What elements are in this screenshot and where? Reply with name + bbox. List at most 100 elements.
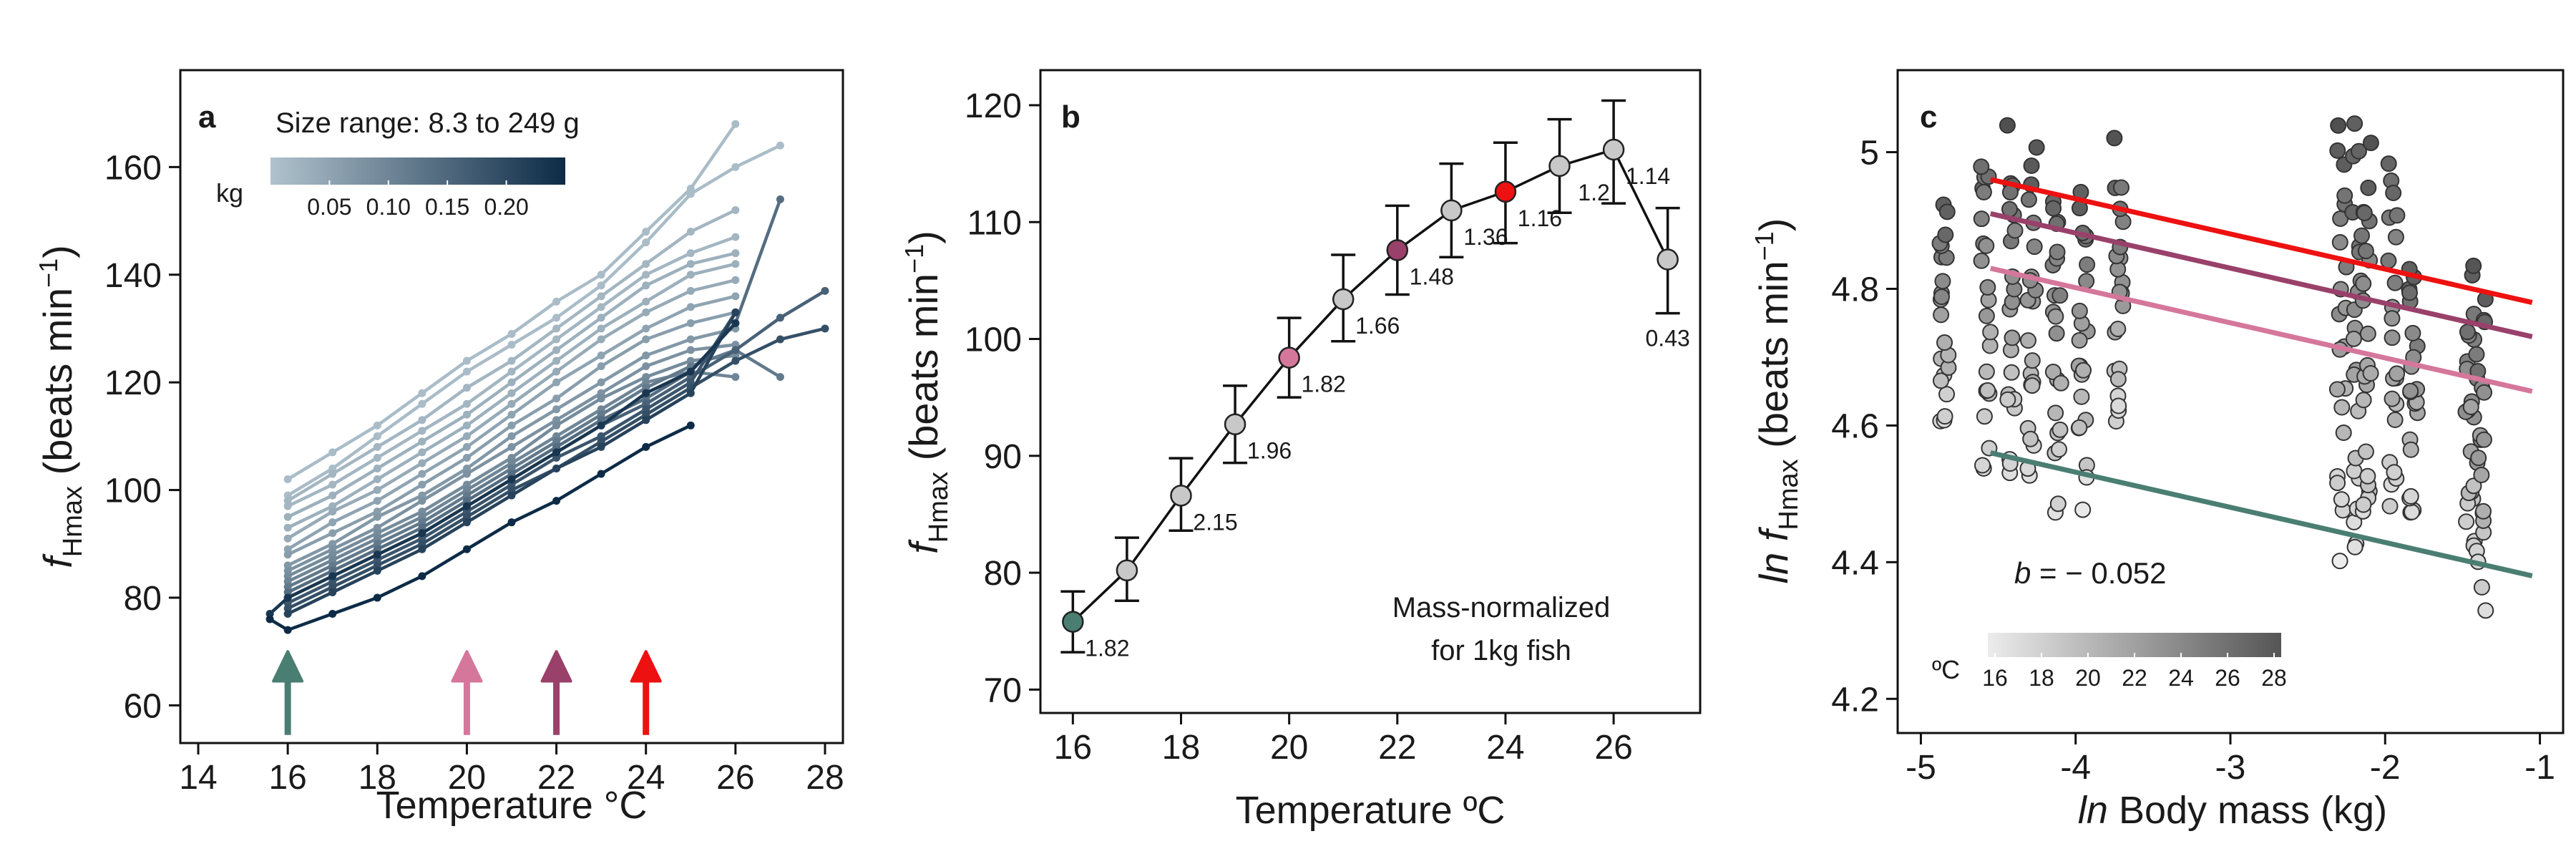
data-point xyxy=(2355,496,2372,513)
series-point xyxy=(597,394,605,403)
data-point xyxy=(1932,372,1949,389)
series-point xyxy=(642,324,650,333)
data-point xyxy=(2051,421,2069,438)
data-point xyxy=(1981,337,1999,354)
data-point xyxy=(2381,498,2399,515)
temperature-arrowhead-0 xyxy=(272,650,304,683)
x-tick-label: 20 xyxy=(1270,729,1308,767)
data-point xyxy=(2465,257,2482,274)
series-point xyxy=(507,378,516,387)
temperature-arrowhead-3 xyxy=(630,650,662,683)
series-point xyxy=(283,626,292,634)
series-point xyxy=(776,314,784,322)
series-point xyxy=(283,550,292,559)
svg-text:ln fHmax (beats min−1): ln fHmax (beats min−1) xyxy=(1750,218,1804,584)
x-tick-label: 16 xyxy=(268,759,306,797)
series-point xyxy=(373,593,381,602)
series-point xyxy=(686,367,695,376)
series-point xyxy=(597,421,605,430)
series-point xyxy=(642,394,650,403)
panel-c-legend-ticks: 16 18 20 22 24 26 28 xyxy=(1982,653,2287,691)
data-point xyxy=(2386,412,2404,429)
series-point xyxy=(328,577,337,586)
panel-c-y-label-sub: Hmax xyxy=(1774,459,1804,530)
series-point xyxy=(686,378,695,387)
series-point xyxy=(507,518,516,527)
series-point xyxy=(328,572,337,581)
series-point xyxy=(418,572,426,581)
regression-line-16 xyxy=(1989,450,2533,578)
series-point xyxy=(597,405,605,414)
point-data-label: 1.14 xyxy=(1626,163,1670,189)
series-point xyxy=(462,464,471,472)
data-point xyxy=(2357,243,2374,260)
y-tick-label: 5 xyxy=(1860,135,1879,173)
data-point xyxy=(2023,157,2040,175)
data-point xyxy=(2474,503,2492,520)
x-tick-label: 28 xyxy=(806,759,844,797)
series-point xyxy=(597,271,605,279)
data-point xyxy=(2006,222,2024,239)
data-point xyxy=(2335,424,2352,442)
data-point xyxy=(1978,237,1995,254)
series-point xyxy=(373,566,381,575)
series-point xyxy=(283,610,292,618)
data-point xyxy=(2074,361,2092,379)
series-point xyxy=(507,367,516,376)
panel-c-x-label-ln: ln xyxy=(2078,789,2108,832)
series-point xyxy=(642,399,650,408)
series-point xyxy=(373,523,381,532)
series-point xyxy=(731,249,740,258)
series-point xyxy=(776,335,784,344)
series-point xyxy=(686,319,695,327)
data-point xyxy=(2468,346,2485,363)
panel-a-frame xyxy=(179,69,844,744)
series-point xyxy=(328,555,337,564)
series-point xyxy=(507,341,516,349)
series-point xyxy=(686,249,695,258)
series-point xyxy=(418,448,426,457)
panel-c-slope-annotation: b = − 0.052 xyxy=(2014,556,2167,590)
series-point xyxy=(552,378,561,387)
series-point xyxy=(462,513,471,521)
data-point xyxy=(2380,155,2397,173)
series-point xyxy=(328,448,337,457)
series-point xyxy=(418,437,426,446)
series-line-1 xyxy=(287,144,781,498)
x-tick-label: 18 xyxy=(358,759,396,797)
panel-b-y-label: fHmax (beats min−1) xyxy=(899,230,954,554)
series-point xyxy=(731,373,740,382)
series-point xyxy=(373,464,381,472)
legend-tick-label: 24 xyxy=(2168,665,2194,691)
legend-tick-label: 0.20 xyxy=(484,194,528,220)
data-point xyxy=(2109,320,2127,337)
data-point xyxy=(2336,187,2353,204)
series-point xyxy=(642,410,650,419)
series-point xyxy=(642,238,650,247)
series-point xyxy=(597,389,605,397)
mean-point xyxy=(1170,485,1192,507)
series-point xyxy=(597,335,605,344)
series-point xyxy=(642,271,650,279)
series-point xyxy=(686,356,695,365)
data-point xyxy=(2024,352,2041,369)
series-point xyxy=(418,518,426,527)
data-point xyxy=(2473,578,2490,596)
series-line-19 xyxy=(268,321,737,616)
series-point xyxy=(597,378,605,387)
series-point xyxy=(418,491,426,500)
x-tick-label: 20 xyxy=(448,759,486,797)
series-point xyxy=(283,523,292,532)
series-point xyxy=(507,459,516,467)
data-point xyxy=(2052,374,2069,392)
y-tick-label: 100 xyxy=(104,472,162,510)
data-point xyxy=(1938,386,1956,403)
panel-c-y-label-end: ) xyxy=(1751,218,1796,232)
x-tick-label: 18 xyxy=(1162,729,1200,767)
series-point xyxy=(462,518,471,527)
series-point xyxy=(597,470,605,478)
data-point xyxy=(2402,487,2419,505)
temperature-arrowhead-2 xyxy=(540,650,572,683)
series-point xyxy=(507,491,516,500)
